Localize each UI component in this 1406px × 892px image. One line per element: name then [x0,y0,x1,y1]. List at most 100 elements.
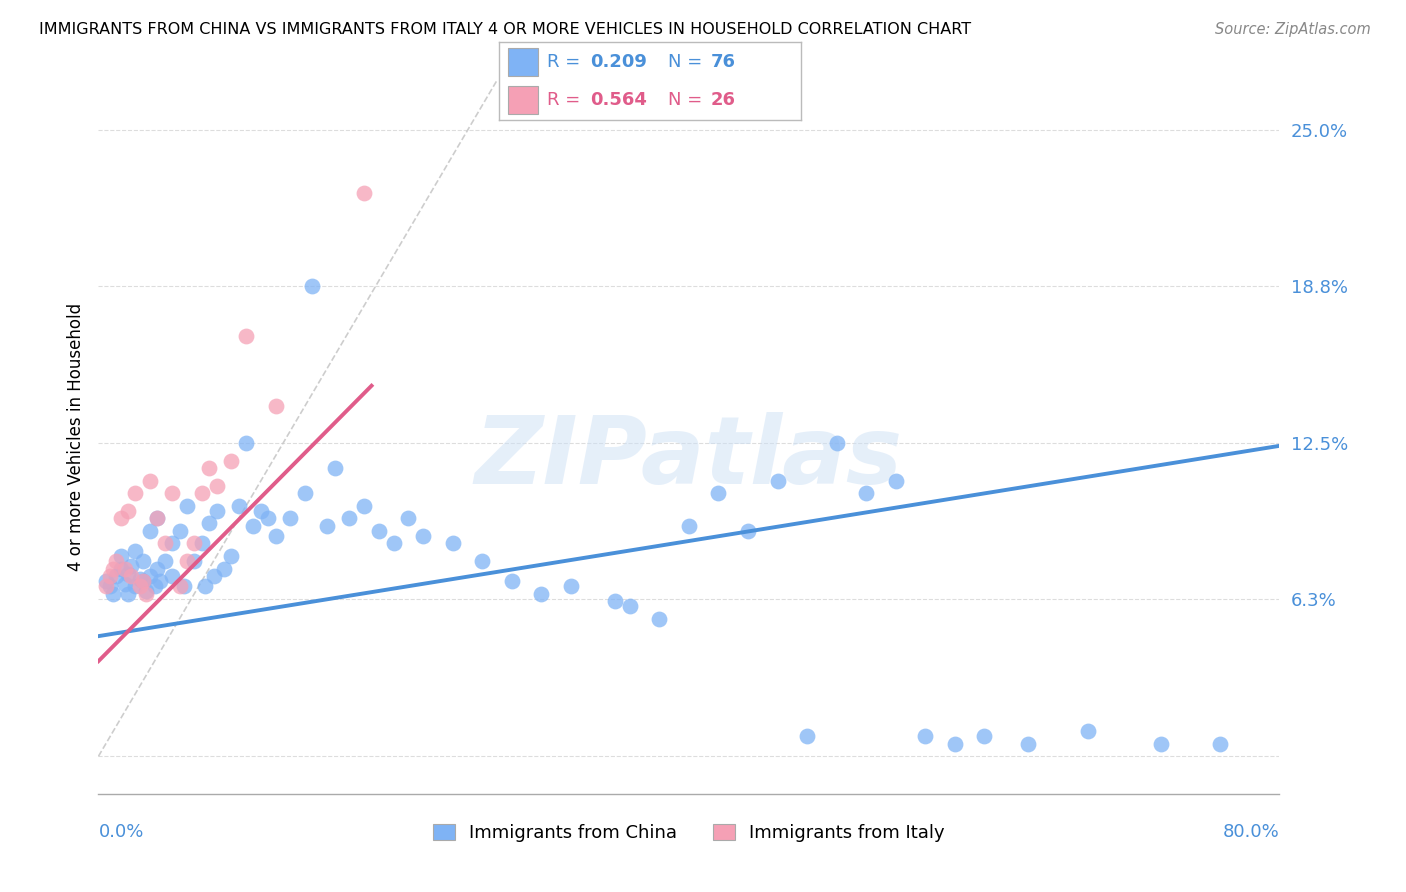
Point [560,579,582,593]
Point [124,579,146,593]
Point [135,586,157,600]
Point [914,729,936,743]
Point [264,529,287,543]
Point [153,536,176,550]
Bar [508,86,538,114]
Point [120,559,142,574]
Point [280,511,302,525]
Point [98,579,121,593]
Point [242,519,264,533]
Point [1018,737,1040,751]
Point [98,569,121,583]
Point [105,569,128,583]
Point [183,536,205,550]
Point [884,474,907,488]
Point [264,399,287,413]
Point [114,561,136,575]
Point [605,594,627,608]
Point [339,511,361,525]
Point [228,499,250,513]
Point [139,524,162,538]
Point [412,529,434,543]
Point [139,474,162,488]
Point [943,737,966,751]
Point [128,572,150,586]
Text: 80.0%: 80.0% [1223,822,1279,840]
Point [323,461,346,475]
Point [353,186,375,200]
Text: 0.564: 0.564 [591,91,647,109]
Point [501,574,523,588]
Text: ZIPatlas: ZIPatlas [475,412,903,505]
Point [1209,737,1232,751]
Point [855,486,877,500]
Point [294,486,316,500]
Point [169,579,191,593]
Point [471,554,494,568]
Text: Source: ZipAtlas.com: Source: ZipAtlas.com [1215,22,1371,37]
Point [94,574,117,588]
Point [117,586,139,600]
Point [124,486,146,500]
Text: 0.0%: 0.0% [98,822,143,840]
Point [132,574,155,588]
Point [398,511,420,525]
Point [132,574,155,588]
Point [221,454,243,468]
Point [678,519,700,533]
Point [1077,724,1099,739]
Bar [508,48,538,77]
Point [235,328,257,343]
Point [146,511,169,525]
Point [162,569,183,583]
Point [153,554,176,568]
Point [368,524,391,538]
Point [143,579,166,593]
Point [162,486,183,500]
Text: 26: 26 [710,91,735,109]
Point [235,436,257,450]
Point [198,461,221,475]
Point [103,561,125,575]
Point [149,574,172,588]
Point [202,569,225,583]
Point [139,569,162,583]
Point [135,584,157,599]
Point [1150,737,1173,751]
Point [183,554,205,568]
Point [114,576,136,591]
Text: R =: R = [547,54,586,71]
Point [105,554,128,568]
Point [796,729,818,743]
Point [353,499,375,513]
Text: R =: R = [547,91,586,109]
Point [132,554,155,568]
Point [766,474,789,488]
Point [221,549,243,563]
Point [530,586,553,600]
Point [257,511,280,525]
Point [441,536,464,550]
Point [146,511,169,525]
Point [94,579,117,593]
Point [250,504,273,518]
Y-axis label: 4 or more Vehicles in Household: 4 or more Vehicles in Household [66,303,84,571]
Point [648,612,671,626]
Point [198,516,221,531]
Text: 0.209: 0.209 [591,54,647,71]
Point [301,278,323,293]
Point [737,524,759,538]
Point [176,554,198,568]
Point [316,519,339,533]
Text: N =: N = [668,91,709,109]
Point [191,486,214,500]
Point [205,479,228,493]
Point [825,436,848,450]
Legend: Immigrants from China, Immigrants from Italy: Immigrants from China, Immigrants from I… [426,816,952,849]
Point [117,566,139,581]
Point [194,579,217,593]
Text: IMMIGRANTS FROM CHINA VS IMMIGRANTS FROM ITALY 4 OR MORE VEHICLES IN HOUSEHOLD C: IMMIGRANTS FROM CHINA VS IMMIGRANTS FROM… [39,22,972,37]
Point [128,579,150,593]
Point [191,536,214,550]
Point [120,569,142,583]
